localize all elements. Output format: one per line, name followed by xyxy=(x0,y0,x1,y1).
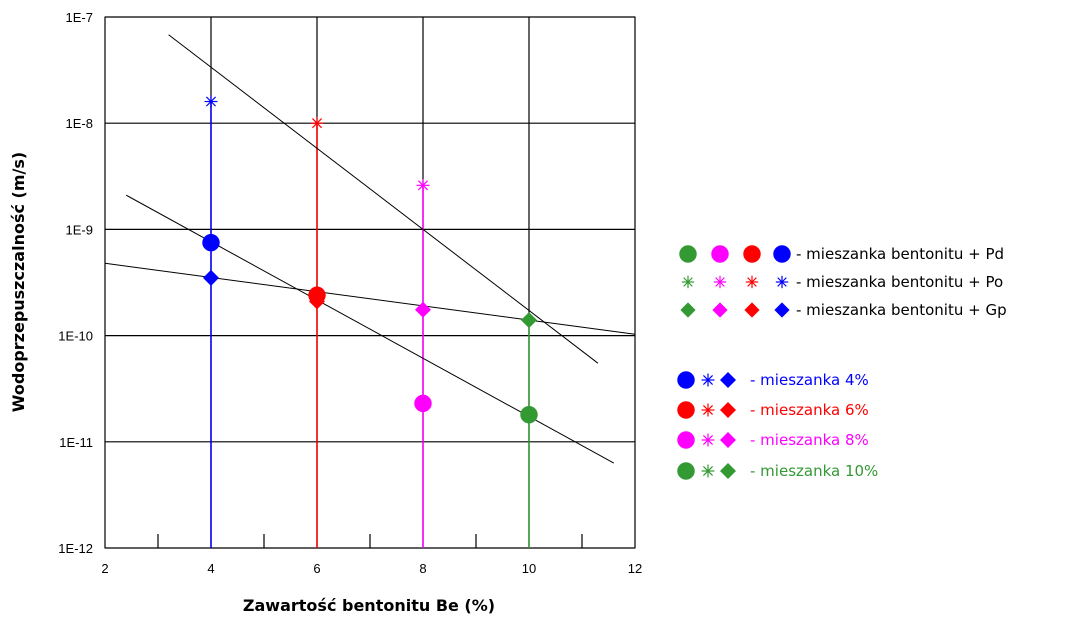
point-asterisk xyxy=(204,95,218,109)
trendline xyxy=(104,262,636,335)
mixture-vertical-lines xyxy=(210,101,530,548)
point-diamond xyxy=(744,302,760,318)
point-diamond xyxy=(720,432,736,448)
point-circle xyxy=(677,462,695,480)
legend-label: - mieszanka bentonitu + Gp xyxy=(796,301,1007,319)
asterisk-stroke xyxy=(702,374,714,386)
trendline xyxy=(168,34,599,364)
point-circle xyxy=(679,245,697,263)
point-circle xyxy=(202,233,220,252)
point-diamond xyxy=(521,312,537,329)
y-tick-label: 1E-9 xyxy=(66,222,93,237)
point-asterisk xyxy=(701,403,715,417)
point-circle xyxy=(677,431,695,449)
trendline xyxy=(125,194,615,464)
asterisk-stroke xyxy=(715,277,725,287)
x-tick-label: 2 xyxy=(101,561,108,576)
asterisk-stroke xyxy=(777,277,787,287)
point-asterisk xyxy=(713,275,727,289)
data-markers xyxy=(202,95,538,424)
point-diamond xyxy=(415,301,431,318)
asterisk-stroke xyxy=(702,434,714,446)
point-diamond xyxy=(680,302,696,318)
legend-label: - mieszanka 8% xyxy=(750,431,869,449)
legend-row-mixture: - mieszanka 6% xyxy=(677,401,869,419)
legend-label: - mieszanka 4% xyxy=(750,371,869,389)
point-diamond xyxy=(774,302,790,318)
y-tick-label: 1E-11 xyxy=(59,435,93,450)
x-axis-title: Zawartość bentonitu Be (%) xyxy=(243,596,495,615)
point-circle xyxy=(414,394,432,413)
legend-label: - mieszanka bentonitu + Po xyxy=(796,273,1003,291)
point-circle xyxy=(773,245,791,263)
asterisk-stroke xyxy=(747,277,757,287)
x-tick-label: 6 xyxy=(313,561,320,576)
point-asterisk xyxy=(681,275,695,289)
point-circle xyxy=(677,371,695,389)
point-diamond xyxy=(309,293,325,310)
tick-labels: 2 4 6 8 10 12 1E-12 1E-11 1E-10 1E-9 1E-8 1E-7 xyxy=(58,10,642,576)
legend-row-material: - mieszanka bentonitu + Pd xyxy=(679,245,1004,263)
legend-row-mixture: - mieszanka 4% xyxy=(677,371,869,389)
x-tick-label: 8 xyxy=(419,561,426,576)
asterisk-stroke xyxy=(417,180,429,191)
legend-row-mixture: - mieszanka 10% xyxy=(677,462,878,480)
point-diamond xyxy=(720,463,736,479)
legend-row-material: - mieszanka bentonitu + Po xyxy=(681,273,1003,291)
legend-row-material: - mieszanka bentonitu + Gp xyxy=(680,301,1007,319)
legend-label: - mieszanka bentonitu + Pd xyxy=(796,245,1004,263)
plot-area-border xyxy=(104,16,636,549)
y-tick-label: 1E-8 xyxy=(66,116,93,131)
legend-label: - mieszanka 6% xyxy=(750,401,869,419)
point-asterisk xyxy=(701,464,715,478)
point-asterisk xyxy=(775,275,789,289)
point-diamond xyxy=(720,372,736,388)
point-asterisk xyxy=(416,178,430,192)
y-axis-title: Wodoprzepuszczalność (m/s) xyxy=(9,152,28,412)
point-diamond xyxy=(712,302,728,318)
point-asterisk xyxy=(701,373,715,387)
legend-row-mixture: - mieszanka 8% xyxy=(677,431,869,449)
y-tick-label: 1E-12 xyxy=(58,541,93,556)
trendlines xyxy=(104,34,636,464)
asterisk-stroke xyxy=(311,118,323,129)
point-circle xyxy=(711,245,729,263)
y-tick-label: 1E-7 xyxy=(66,10,93,25)
legend-label: - mieszanka 10% xyxy=(750,462,878,480)
asterisk-stroke xyxy=(205,96,217,107)
asterisk-stroke xyxy=(702,465,714,477)
point-circle xyxy=(520,405,538,424)
point-diamond xyxy=(203,269,219,286)
point-circle xyxy=(743,245,761,263)
point-diamond xyxy=(720,402,736,418)
asterisk-stroke xyxy=(683,277,693,287)
x-tick-label: 10 xyxy=(522,561,536,576)
x-tick-label: 12 xyxy=(628,561,642,576)
y-tick-label: 1E-10 xyxy=(58,329,93,344)
legend: - mieszanka bentonitu + Pd - mieszanka be… xyxy=(677,245,1007,480)
x-tick-label: 4 xyxy=(207,561,214,576)
point-asterisk xyxy=(745,275,759,289)
point-circle xyxy=(677,401,695,419)
point-asterisk xyxy=(310,116,324,130)
chart-grid xyxy=(104,16,636,549)
asterisk-stroke xyxy=(702,404,714,416)
point-asterisk xyxy=(701,433,715,447)
